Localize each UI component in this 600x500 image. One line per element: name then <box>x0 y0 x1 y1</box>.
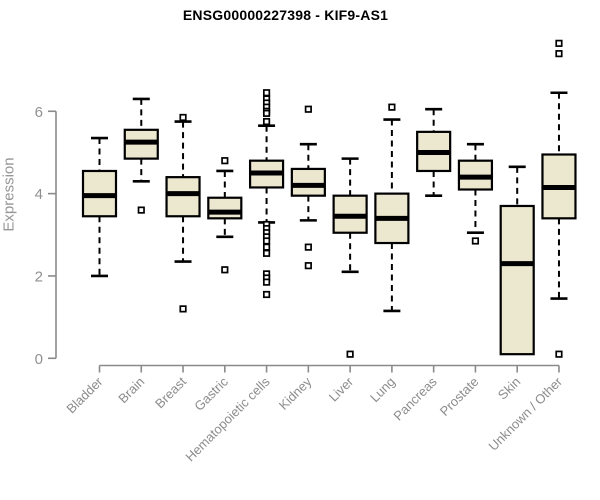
outlier-point <box>555 39 563 47</box>
box-hematopoietic-cells <box>248 89 285 299</box>
outlier-point <box>262 278 271 286</box>
outlier-point <box>179 305 187 313</box>
box-brain <box>123 97 159 214</box>
iqr-box <box>499 204 535 356</box>
chart-title: ENSG00000227398 - KIF9-AS1 <box>182 7 389 23</box>
outlier-point <box>304 105 312 113</box>
x-category-label-kidney: Kidney <box>276 374 315 413</box>
x-category-label-liver: Liver <box>326 374 357 405</box>
box-unknown-other <box>541 39 577 358</box>
x-category-label-unknown-other: Unknown / Other <box>486 374 566 454</box>
iqr-box <box>207 196 243 220</box>
outlier-point <box>555 350 563 358</box>
outlier-point <box>262 237 271 245</box>
iqr-box <box>165 176 201 218</box>
box-skin <box>499 165 535 356</box>
outlier-point <box>262 249 271 257</box>
x-category-label-skin: Skin <box>495 374 523 402</box>
x-category-label-bladder: Bladder <box>63 374 106 417</box>
x-category-label-breast: Breast <box>152 374 189 411</box>
outlier-point <box>137 206 145 214</box>
outlier-point <box>304 243 312 251</box>
y-tick-label: 4 <box>35 186 43 203</box>
outlier-point <box>262 109 271 117</box>
outlier-point <box>262 243 271 251</box>
box-bladder <box>81 136 118 278</box>
outlier-point <box>221 266 229 274</box>
outlier-point <box>304 262 312 270</box>
box-breast <box>165 113 201 313</box>
x-category-label-brain: Brain <box>115 374 147 406</box>
iqr-box <box>290 167 326 197</box>
x-category-label-prostate: Prostate <box>437 374 482 419</box>
box-kidney <box>290 105 326 270</box>
box-liver <box>332 157 368 358</box>
outlier-point <box>221 157 229 165</box>
box-prostate <box>457 142 494 245</box>
outlier-point <box>262 290 271 299</box>
box-pancreas <box>416 107 452 197</box>
outlier-point <box>555 50 563 58</box>
y-tick-label: 2 <box>35 268 43 285</box>
x-category-label-lung: Lung <box>367 374 398 405</box>
box-lung <box>374 103 410 313</box>
x-category-label-pancreas: Pancreas <box>390 374 440 424</box>
y-tick-label: 6 <box>35 104 43 121</box>
y-tick-label: 0 <box>35 351 43 368</box>
outlier-point <box>471 237 480 245</box>
outlier-point <box>262 89 271 97</box>
outlier-point <box>179 113 187 122</box>
x-category-label-gastric: Gastric <box>191 374 231 414</box>
box-gastric <box>207 157 243 274</box>
outlier-point <box>346 350 354 358</box>
outlier-point <box>388 103 396 111</box>
outlier-point <box>262 117 271 126</box>
